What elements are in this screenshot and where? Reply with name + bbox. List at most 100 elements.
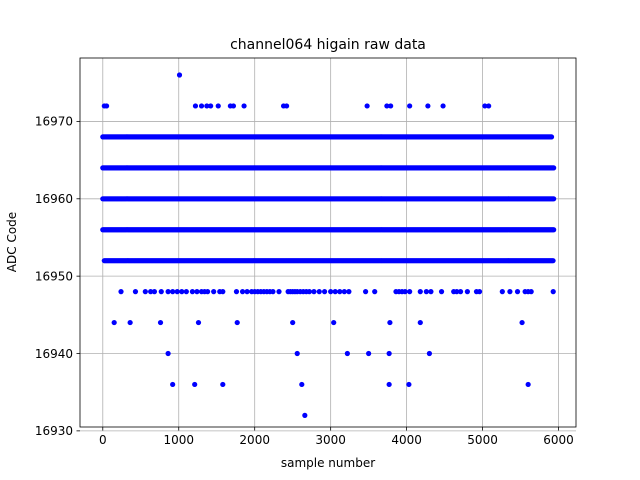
data-point xyxy=(299,381,305,388)
data-points xyxy=(100,72,557,418)
data-point xyxy=(302,412,308,418)
data-point xyxy=(423,289,429,295)
data-point xyxy=(386,381,392,388)
data-point xyxy=(331,319,337,326)
data-point xyxy=(290,319,296,326)
data-point xyxy=(440,103,446,109)
data-point xyxy=(189,289,196,295)
data-point xyxy=(311,289,317,295)
data-point xyxy=(464,289,470,295)
y-tick-label: 16930 xyxy=(35,424,73,438)
data-point xyxy=(195,319,202,326)
data-point xyxy=(321,289,328,295)
y-tick-label: 16960 xyxy=(35,192,73,206)
data-point xyxy=(148,289,154,295)
data-point xyxy=(211,289,217,295)
y-tick-label: 16940 xyxy=(35,347,73,361)
data-point xyxy=(233,289,240,295)
y-axis-label: ADC Code xyxy=(5,212,19,272)
data-point xyxy=(183,289,189,295)
data-point xyxy=(176,72,183,78)
data-point xyxy=(551,196,557,202)
data-point xyxy=(550,258,556,264)
data-point xyxy=(341,289,347,295)
x-tick-label: 2000 xyxy=(239,433,270,447)
data-point xyxy=(192,381,198,388)
data-point xyxy=(457,289,464,295)
data-point xyxy=(276,289,282,295)
data-point xyxy=(239,289,246,295)
data-point xyxy=(158,289,164,295)
data-point xyxy=(118,289,124,295)
data-point xyxy=(244,289,250,295)
data-point xyxy=(127,319,133,326)
data-point xyxy=(417,319,423,326)
x-tick-label: 6000 xyxy=(543,433,574,447)
data-point xyxy=(165,350,171,357)
data-point xyxy=(384,103,390,109)
data-point xyxy=(204,103,210,109)
x-tick-label: 4000 xyxy=(391,433,422,447)
data-point xyxy=(132,289,139,295)
data-point xyxy=(428,289,434,295)
data-point xyxy=(241,103,247,109)
data-point xyxy=(406,381,412,388)
data-point xyxy=(499,289,505,295)
data-point xyxy=(306,289,312,295)
data-point xyxy=(386,350,392,357)
data-point xyxy=(438,289,445,295)
data-point xyxy=(220,289,226,295)
data-point xyxy=(482,103,488,109)
data-point xyxy=(170,289,176,295)
data-point xyxy=(550,289,556,295)
data-point xyxy=(486,103,492,109)
data-point xyxy=(215,103,221,109)
data-point xyxy=(407,289,413,295)
data-point xyxy=(328,289,334,295)
data-point xyxy=(179,289,185,295)
data-point xyxy=(426,350,433,357)
data-point xyxy=(157,319,164,326)
data-point xyxy=(142,289,148,295)
data-point xyxy=(519,319,525,326)
data-point xyxy=(346,289,352,295)
data-point xyxy=(454,289,460,295)
data-point xyxy=(425,103,431,109)
data-point xyxy=(151,289,158,295)
x-axis-label: sample number xyxy=(281,456,375,470)
data-point xyxy=(337,289,343,295)
data-point xyxy=(103,103,110,109)
axis-ticks: 0 1000 2000 3000 4000 5000 6000 16930 16940 16950… xyxy=(35,115,574,447)
data-point xyxy=(362,289,369,295)
y-tick-label: 16970 xyxy=(35,115,73,129)
data-point xyxy=(192,103,199,109)
plot-area xyxy=(80,58,576,427)
data-point xyxy=(387,319,393,326)
data-point xyxy=(270,289,276,295)
data-point xyxy=(332,289,338,295)
data-point xyxy=(417,289,423,295)
data-point xyxy=(344,350,350,357)
y-tick-label: 16950 xyxy=(35,269,73,283)
data-point xyxy=(220,381,226,388)
plot-frame xyxy=(79,57,577,428)
data-point xyxy=(234,319,240,326)
data-point xyxy=(284,103,290,109)
data-point xyxy=(111,319,117,326)
data-point xyxy=(507,289,513,295)
x-tick-label: 5000 xyxy=(467,433,498,447)
data-point xyxy=(525,381,531,388)
data-point xyxy=(316,289,322,295)
data-point xyxy=(198,103,205,109)
chart-title: channel064 higain raw data xyxy=(230,37,426,53)
data-point xyxy=(205,289,211,295)
data-point xyxy=(551,227,557,233)
data-point xyxy=(407,103,413,109)
data-point xyxy=(528,289,534,295)
data-point xyxy=(551,165,557,171)
data-point xyxy=(170,381,176,388)
data-point xyxy=(165,289,171,295)
data-point xyxy=(388,103,394,109)
x-tick-label: 0 xyxy=(99,433,107,447)
